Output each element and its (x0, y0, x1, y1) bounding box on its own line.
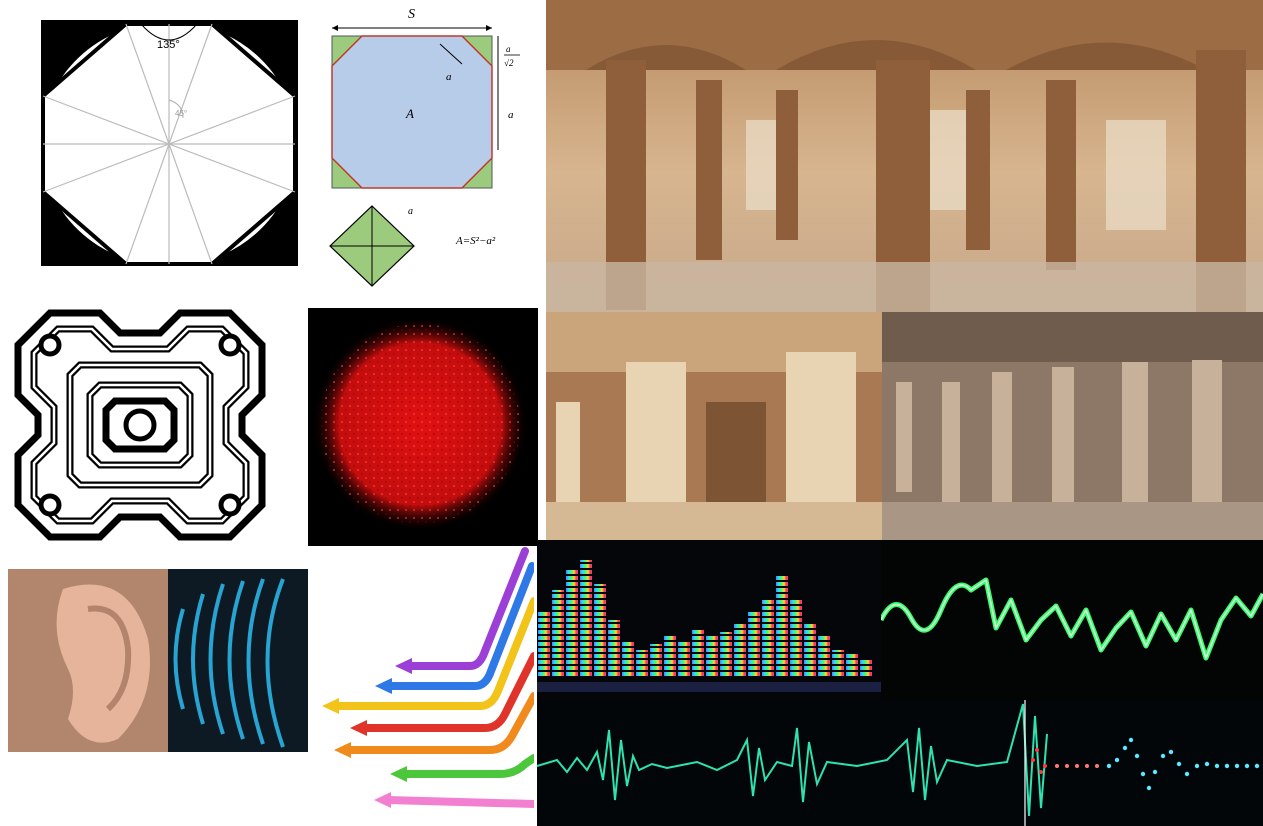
green-oscilloscope-wave (881, 540, 1263, 700)
side-label: S (408, 7, 415, 22)
temple-columns-photo-1 (546, 312, 882, 540)
area-formula: A=S²−a² (455, 235, 496, 247)
colored-arrows-graphic (320, 546, 534, 826)
diag-den: √2 (504, 58, 514, 68)
square-area-diagram: S a A a √2 a a A=S²−a² (310, 0, 546, 300)
teal-audio-waveform (537, 700, 1263, 826)
temple-interior-photo (546, 0, 1263, 312)
small-a-label: a (408, 206, 413, 217)
side-a-label: a (508, 109, 514, 121)
area-label: A (405, 106, 414, 121)
temple-columns-photo-2 (882, 312, 1263, 540)
angle-label: 135° (157, 39, 180, 51)
ear-sound-waves-photo (8, 569, 308, 752)
red-particle-cloud (308, 308, 538, 546)
octagon-diagram: 135° 45° (41, 20, 298, 266)
labyrinth-drawing (10, 305, 270, 545)
small-angle-label: 45° (175, 109, 187, 118)
audio-equalizer-graphic (537, 540, 881, 700)
diag-num: a (506, 44, 511, 54)
edge-label: a (446, 71, 452, 83)
